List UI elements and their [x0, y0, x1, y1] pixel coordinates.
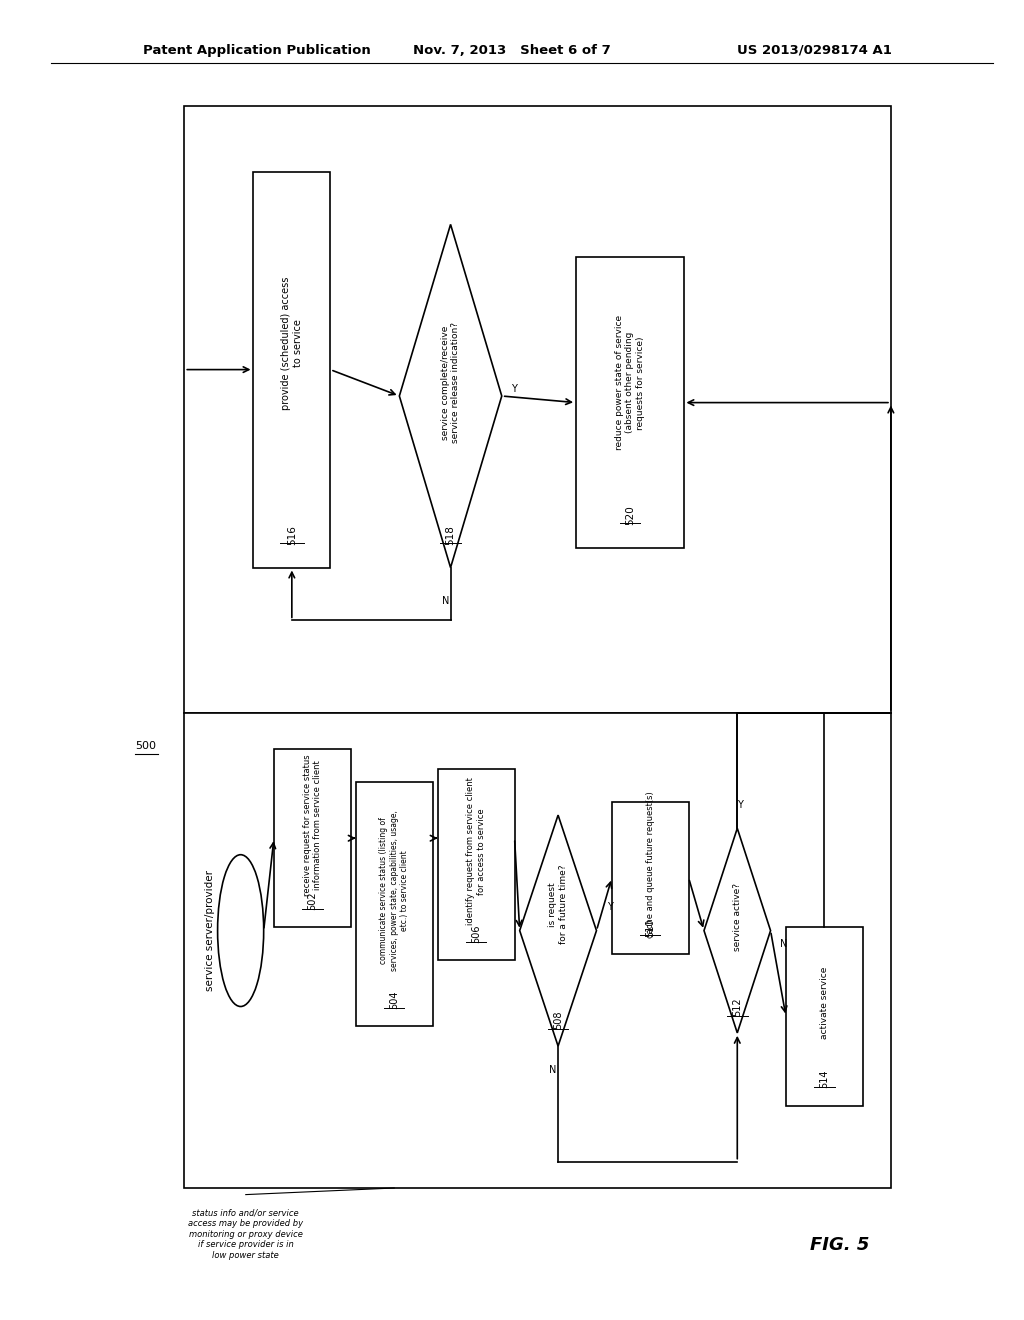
- Text: 508: 508: [553, 1010, 563, 1030]
- Polygon shape: [705, 829, 770, 1032]
- Text: 502: 502: [307, 891, 317, 911]
- Bar: [253, 172, 330, 568]
- Text: status info and/or service
access may be provided by
monitoring or proxy device
: status info and/or service access may be…: [188, 1209, 303, 1259]
- Text: is request
for a future time?: is request for a future time?: [549, 865, 567, 944]
- Text: service server/provider: service server/provider: [205, 870, 215, 991]
- Text: service complete/receive
service release indication?: service complete/receive service release…: [441, 322, 460, 444]
- Bar: [184, 713, 891, 1188]
- Text: 500: 500: [135, 741, 157, 751]
- Text: service active?: service active?: [733, 883, 741, 952]
- Text: 506: 506: [471, 924, 481, 944]
- Bar: [575, 257, 684, 548]
- Bar: [356, 781, 433, 1027]
- Bar: [612, 801, 688, 953]
- Text: activate service: activate service: [820, 968, 828, 1039]
- Text: provide (scheduled) access
to service: provide (scheduled) access to service: [281, 276, 303, 411]
- Text: N: N: [441, 595, 450, 606]
- Text: FIG. 5: FIG. 5: [810, 1236, 869, 1254]
- Text: 514: 514: [819, 1069, 829, 1089]
- Text: N: N: [780, 939, 787, 949]
- Polygon shape: [399, 224, 502, 568]
- Text: 512: 512: [732, 997, 742, 1016]
- Text: reduce power state of service
(absent other pending
requests for service): reduce power state of service (absent ot…: [614, 315, 645, 450]
- Text: cache and queue future request(s): cache and queue future request(s): [646, 791, 654, 939]
- Bar: [786, 927, 862, 1106]
- Text: Patent Application Publication: Patent Application Publication: [143, 44, 371, 57]
- Text: 504: 504: [389, 990, 399, 1010]
- Text: 516: 516: [287, 524, 297, 545]
- Text: 510: 510: [645, 917, 655, 937]
- Text: 520: 520: [625, 506, 635, 524]
- Ellipse shape: [217, 855, 264, 1006]
- Text: 518: 518: [445, 524, 456, 545]
- Bar: [438, 768, 515, 961]
- Text: N: N: [549, 1065, 557, 1074]
- Polygon shape: [520, 816, 596, 1045]
- Text: receive request for service status
information from service client: receive request for service status infor…: [303, 754, 322, 896]
- Bar: [274, 750, 350, 927]
- Bar: [184, 106, 891, 713]
- Text: Y: Y: [737, 800, 743, 809]
- Text: Y: Y: [607, 902, 612, 912]
- Text: US 2013/0298174 A1: US 2013/0298174 A1: [737, 44, 892, 57]
- Text: Nov. 7, 2013   Sheet 6 of 7: Nov. 7, 2013 Sheet 6 of 7: [413, 44, 611, 57]
- Text: identify request from service client
for access to service: identify request from service client for…: [467, 777, 485, 925]
- Text: Y: Y: [511, 384, 517, 395]
- Text: communicate service status (listing of
services, power state, capabilities, usag: communicate service status (listing of s…: [379, 810, 410, 972]
